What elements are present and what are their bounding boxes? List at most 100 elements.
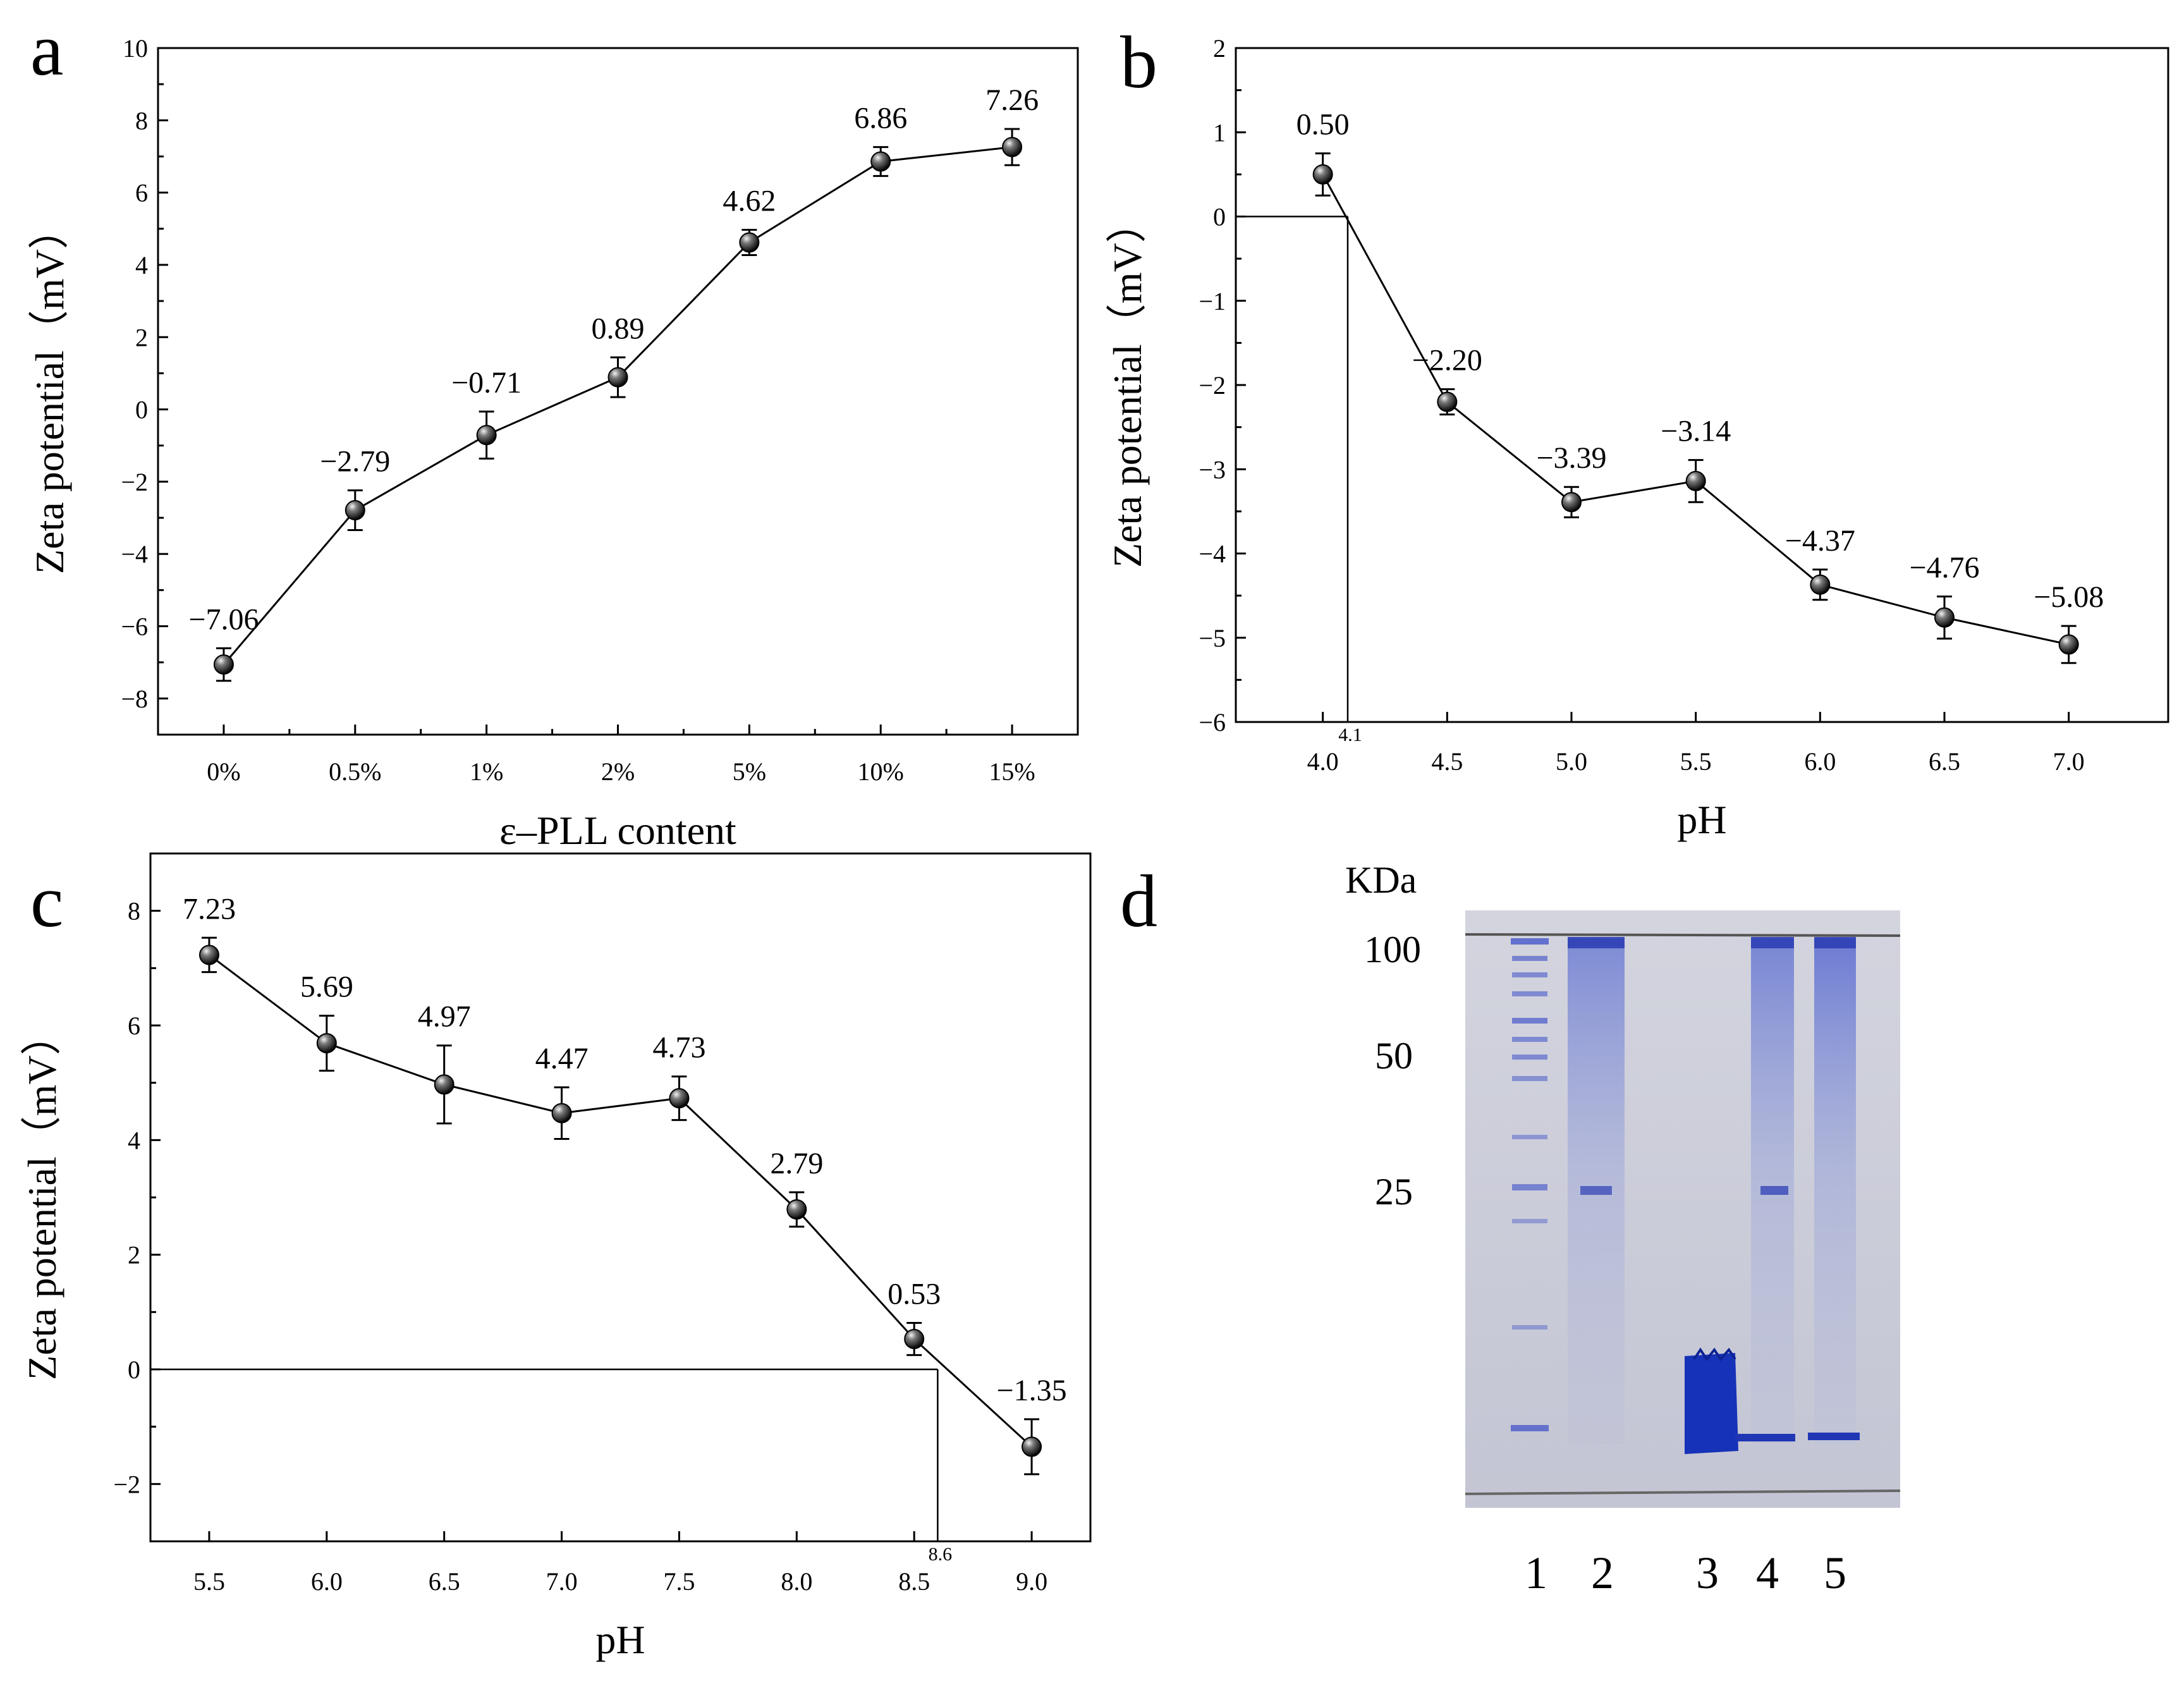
- y-axis-label: Zeta potential（mV）: [20, 1015, 64, 1380]
- x-tick-label: 5.5: [1680, 747, 1712, 776]
- gel-marker-label-25: 25: [1375, 1171, 1413, 1213]
- gel-marker-label-100: 100: [1364, 929, 1421, 970]
- y-tick-label: 8: [135, 106, 148, 135]
- y-tick-label: −1: [1199, 287, 1226, 315]
- data-point: [1437, 391, 1458, 412]
- panel-letter-b: b: [1120, 21, 1157, 104]
- gel-lane-label-3: 3: [1696, 1548, 1719, 1598]
- y-tick-label: 4: [128, 1126, 140, 1154]
- gel-lane-1-ladder: [1511, 938, 1549, 1431]
- plot-frame: [1235, 47, 2169, 723]
- data-point: [739, 232, 760, 253]
- x-tick-label: 7.0: [546, 1567, 578, 1596]
- data-label: −4.76: [1909, 551, 1979, 584]
- y-tick-label: −6: [1199, 708, 1226, 737]
- y-tick-label: 2: [135, 323, 148, 352]
- x-tick-label: 1%: [470, 757, 503, 786]
- data-point: [2058, 634, 2079, 655]
- x-tick-label: 4.5: [1431, 747, 1463, 776]
- x-tick-label: 8.5: [898, 1567, 930, 1596]
- gel-lane-label-5: 5: [1824, 1548, 1846, 1598]
- data-point: [1002, 137, 1023, 157]
- gel-bottom-edge: [1465, 1489, 1901, 1495]
- data-label: 4.97: [418, 1000, 471, 1034]
- data-label: 4.73: [652, 1031, 705, 1065]
- gel-lane-label-4: 4: [1756, 1548, 1779, 1598]
- data-label: 0.53: [888, 1278, 941, 1311]
- data-label: −0.71: [451, 366, 522, 400]
- gel-marker-label-50: 50: [1375, 1035, 1413, 1077]
- y-axis-label: Zeta potential（mV）: [1105, 202, 1150, 568]
- data-label: −2.20: [1412, 344, 1482, 377]
- y-tick-label: −2: [113, 1470, 140, 1498]
- y-tick-label: −8: [121, 685, 148, 713]
- x-axis-label: pH: [1677, 797, 1726, 842]
- x-tick-label: 10%: [858, 757, 904, 786]
- chart-b: −6 −5 −4 −3 −2 −1 0 1 2 4.0 4.5 5.0 5.5 6.0 6.5 7.0 pH Ze…: [1105, 34, 2169, 842]
- series-line: [223, 146, 1013, 666]
- data-point: [213, 654, 234, 675]
- gel-panel: KDa 100 50 25: [1345, 859, 1901, 1598]
- y-tick-label: 6: [135, 179, 148, 207]
- data-label: 4.62: [723, 185, 776, 218]
- isoelectric-point-label: 4.1: [1338, 725, 1362, 745]
- data-label: −5.08: [2034, 580, 2104, 614]
- data-point: [870, 151, 891, 172]
- data-label: −1.35: [997, 1374, 1067, 1407]
- data-point: [786, 1199, 807, 1220]
- y-tick-label: −6: [121, 613, 148, 641]
- x-tick-label: 5.0: [1556, 747, 1587, 776]
- y-tick-label: −4: [1199, 540, 1226, 568]
- y-tick-label: 0: [135, 396, 148, 424]
- data-point: [345, 500, 365, 521]
- data-label: 7.26: [985, 83, 1039, 117]
- y-tick-label: 2: [1213, 34, 1226, 63]
- data-label: 5.69: [300, 970, 353, 1004]
- y-tick-label: −3: [1199, 455, 1226, 484]
- y-tick-label: 8: [128, 897, 140, 926]
- data-label: 0.50: [1296, 108, 1350, 142]
- gel-lane-3: [1685, 1347, 1738, 1454]
- data-label: −4.37: [1785, 524, 1855, 558]
- isoelectric-point-label: 8.6: [929, 1544, 953, 1565]
- data-label: −7.06: [188, 602, 259, 636]
- x-tick-label: 0.5%: [329, 757, 381, 786]
- data-point: [1561, 492, 1582, 513]
- data-point: [904, 1328, 925, 1349]
- data-label: −3.39: [1536, 441, 1606, 475]
- data-point: [434, 1074, 454, 1095]
- data-point: [316, 1033, 337, 1054]
- x-tick-label: 7.0: [2053, 747, 2085, 776]
- y-tick-label: 2: [128, 1241, 140, 1269]
- x-tick-label: 7.5: [663, 1567, 695, 1596]
- data-point: [669, 1088, 690, 1109]
- x-tick-label: 5.5: [193, 1567, 225, 1596]
- gel-lane-4: [1735, 937, 1795, 1444]
- data-point: [551, 1103, 572, 1123]
- panel-letter-a: a: [30, 8, 63, 91]
- x-axis-label: ε–PLL content: [499, 808, 736, 853]
- gel-unit-label: KDa: [1345, 859, 1417, 901]
- gel-lane-5: [1808, 937, 1860, 1444]
- x-tick-label: 8.0: [781, 1567, 812, 1596]
- x-tick-label: 6.0: [311, 1567, 343, 1596]
- data-label: −3.14: [1661, 415, 1731, 448]
- plot-frame: [149, 852, 1092, 1543]
- data-point: [1810, 574, 1831, 595]
- y-tick-label: −4: [121, 540, 148, 568]
- x-tick-label: 2%: [601, 757, 635, 786]
- y-tick-label: 1: [1213, 118, 1226, 147]
- series-line: [209, 954, 1033, 1448]
- x-tick-label: 6.5: [429, 1567, 460, 1596]
- data-label: 7.23: [183, 892, 236, 926]
- data-point: [1685, 470, 1706, 491]
- y-tick-label: 0: [128, 1355, 140, 1384]
- x-tick-label: 5%: [733, 757, 766, 786]
- y-tick-label: −5: [1199, 624, 1226, 652]
- gel-lane-label-2: 2: [1591, 1548, 1614, 1598]
- x-tick-label: 6.0: [1804, 747, 1836, 776]
- data-point: [1312, 164, 1333, 185]
- data-label: 4.47: [535, 1042, 589, 1075]
- data-point: [476, 425, 497, 446]
- x-tick-label: 4.0: [1307, 747, 1339, 776]
